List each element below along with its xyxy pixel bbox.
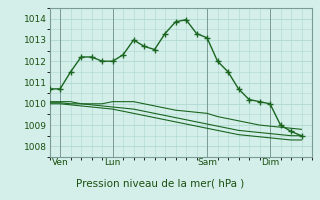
Text: Pression niveau de la mer( hPa ): Pression niveau de la mer( hPa ) — [76, 178, 244, 188]
